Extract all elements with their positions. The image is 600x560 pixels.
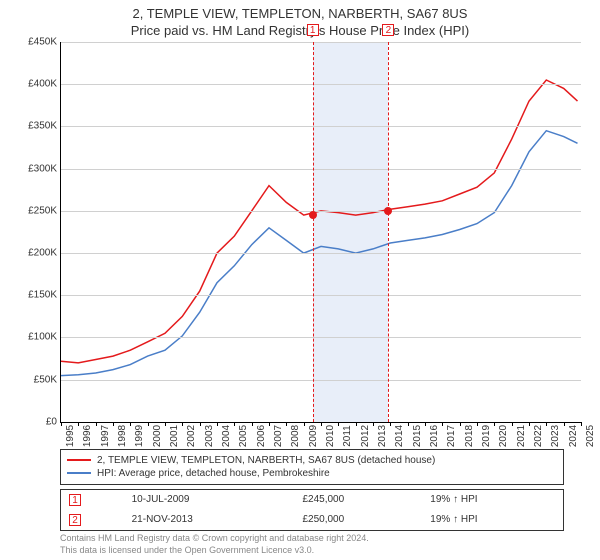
sale-marker-line <box>388 42 389 422</box>
x-axis-label: 1996 <box>78 425 93 447</box>
x-axis-label: 2003 <box>200 425 215 447</box>
chart-address: 2, TEMPLE VIEW, TEMPLETON, NARBERTH, SA6… <box>10 6 590 23</box>
x-axis-label: 2001 <box>165 425 180 447</box>
y-axis-label: £250K <box>28 205 61 216</box>
x-axis-label: 2017 <box>442 425 457 447</box>
y-axis-label: £150K <box>28 290 61 301</box>
gridline <box>61 42 581 43</box>
sale-delta: 19% ↑ HPI <box>422 489 563 510</box>
legend-label: HPI: Average price, detached house, Pemb… <box>97 468 330 479</box>
sales-table: 1 10-JUL-2009£245,00019% ↑ HPI 2 21-NOV-201… <box>60 489 564 531</box>
sale-price: £250,000 <box>294 510 422 531</box>
x-axis-label: 2004 <box>217 425 232 447</box>
x-axis-label: 2024 <box>564 425 579 447</box>
y-axis-label: £400K <box>28 79 61 90</box>
x-axis-label: 2013 <box>373 425 388 447</box>
x-axis-label: 2023 <box>546 425 561 447</box>
legend: 2, TEMPLE VIEW, TEMPLETON, NARBERTH, SA6… <box>60 449 564 485</box>
y-axis-label: £300K <box>28 163 61 174</box>
x-axis-label: 2018 <box>460 425 475 447</box>
sale-marker-label: 2 <box>382 24 394 36</box>
gridline <box>61 295 581 296</box>
y-axis-label: £450K <box>28 36 61 47</box>
gridline <box>61 380 581 381</box>
table-row: 2 21-NOV-2013£250,00019% ↑ HPI <box>61 510 564 531</box>
gridline <box>61 169 581 170</box>
x-axis-label: 1997 <box>96 425 111 447</box>
sale-point <box>309 211 317 219</box>
sale-delta: 19% ↑ HPI <box>422 510 563 531</box>
table-row: 1 10-JUL-2009£245,00019% ↑ HPI <box>61 489 564 510</box>
y-axis-label: £0 <box>46 416 61 427</box>
legend-swatch <box>67 472 91 474</box>
sale-marker-icon: 2 <box>69 514 81 526</box>
sale-marker-label: 1 <box>307 24 319 36</box>
x-axis-label: 1999 <box>130 425 145 447</box>
gridline <box>61 253 581 254</box>
legend-item: 2, TEMPLE VIEW, TEMPLETON, NARBERTH, SA6… <box>67 454 557 467</box>
x-axis-label: 2016 <box>425 425 440 447</box>
x-axis-label: 2010 <box>321 425 336 447</box>
chart-lines <box>61 42 581 422</box>
legend-label: 2, TEMPLE VIEW, TEMPLETON, NARBERTH, SA6… <box>97 455 435 466</box>
y-axis-label: £200K <box>28 248 61 259</box>
x-axis-label: 2011 <box>338 425 353 447</box>
sale-price: £245,000 <box>294 489 422 510</box>
price-chart: £0£50K£100K£150K£200K£250K£300K£350K£400… <box>60 42 581 423</box>
x-axis-label: 2021 <box>512 425 527 447</box>
x-axis-label: 2015 <box>408 425 423 447</box>
sale-point <box>384 207 392 215</box>
gridline <box>61 337 581 338</box>
series-property <box>61 80 578 363</box>
x-axis-label: 1995 <box>61 425 76 447</box>
x-axis-label: 2022 <box>529 425 544 447</box>
sale-date: 21-NOV-2013 <box>124 510 295 531</box>
x-axis-label: 2019 <box>477 425 492 447</box>
gridline <box>61 126 581 127</box>
sale-marker-icon: 1 <box>69 494 81 506</box>
legend-item: HPI: Average price, detached house, Pemb… <box>67 467 557 480</box>
y-axis-label: £100K <box>28 332 61 343</box>
sale-marker-line <box>313 42 314 422</box>
footnote-line2: This data is licensed under the Open Gov… <box>60 545 580 557</box>
x-axis-label: 2006 <box>252 425 267 447</box>
footnote-line1: Contains HM Land Registry data © Crown c… <box>60 533 580 545</box>
x-axis-label: 1998 <box>113 425 128 447</box>
x-axis-label: 2008 <box>286 425 301 447</box>
sale-date: 10-JUL-2009 <box>124 489 295 510</box>
x-axis-label: 2014 <box>390 425 405 447</box>
legend-swatch <box>67 459 91 461</box>
x-axis-label: 2000 <box>148 425 163 447</box>
y-axis-label: £50K <box>34 374 61 385</box>
x-axis-label: 2020 <box>494 425 509 447</box>
x-axis-label: 2009 <box>304 425 319 447</box>
x-axis-label: 2007 <box>269 425 284 447</box>
gridline <box>61 211 581 212</box>
x-axis-label: 2002 <box>182 425 197 447</box>
gridline <box>61 84 581 85</box>
x-axis-label: 2012 <box>356 425 371 447</box>
x-axis-label: 2025 <box>581 425 596 447</box>
chart-subtitle: Price paid vs. HM Land Registry's House … <box>10 23 590 38</box>
x-axis-label: 2005 <box>234 425 249 447</box>
y-axis-label: £350K <box>28 121 61 132</box>
footnote: Contains HM Land Registry data © Crown c… <box>60 533 580 556</box>
